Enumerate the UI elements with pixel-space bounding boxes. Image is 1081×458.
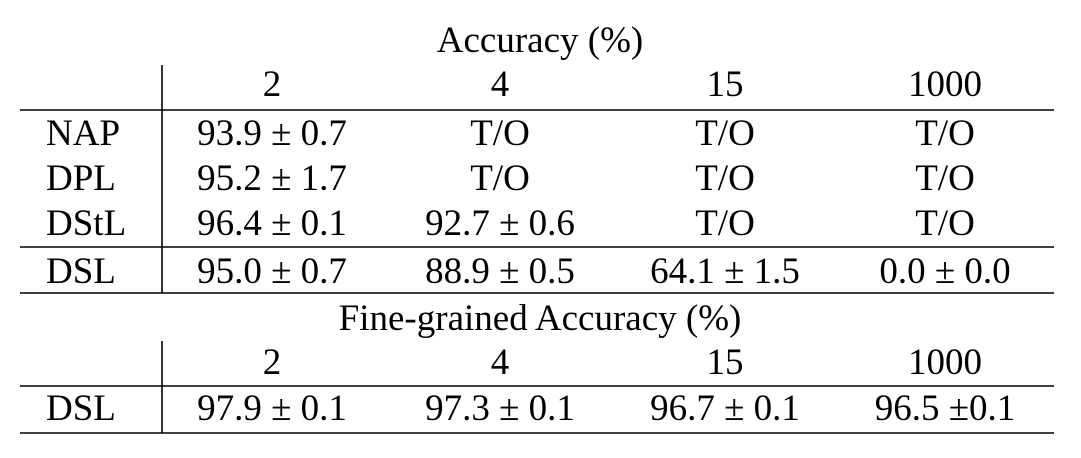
cell: T/O (695, 113, 755, 154)
cell: T/O (915, 113, 975, 154)
row-label: DPL (46, 158, 116, 199)
column-header: 2 (263, 342, 282, 383)
cell: T/O (915, 203, 975, 244)
cell: T/O (915, 158, 975, 199)
row-label: DStL (46, 203, 126, 244)
cell: T/O (470, 158, 530, 199)
cell: 93.9 ± 0.7 (197, 113, 347, 154)
column-header: 1000 (908, 342, 982, 383)
cell: T/O (695, 158, 755, 199)
cell: 95.2 ± 1.7 (197, 158, 347, 199)
cell: 95.0 ± 0.7 (197, 251, 347, 292)
cell: 64.1 ± 1.5 (650, 251, 800, 292)
column-header: 15 (707, 64, 744, 105)
column-header: 2 (263, 64, 282, 105)
cell: 88.9 ± 0.5 (425, 251, 575, 292)
cell: 97.3 ± 0.1 (425, 388, 575, 429)
section-title: Accuracy (%) (437, 20, 643, 61)
column-header: 4 (491, 64, 510, 105)
row-label: DSL (46, 251, 116, 292)
cell: T/O (695, 203, 755, 244)
cell: T/O (470, 113, 530, 154)
section-title: Fine-grained Accuracy (%) (339, 298, 742, 339)
column-header: 4 (491, 342, 510, 383)
cell: 97.9 ± 0.1 (197, 388, 347, 429)
cell: 0.0 ± 0.0 (879, 251, 1010, 292)
column-header: 15 (707, 342, 744, 383)
cell: 92.7 ± 0.6 (425, 203, 575, 244)
column-header: 1000 (908, 64, 982, 105)
cell: 96.5 ±0.1 (875, 388, 1016, 429)
cell: 96.7 ± 0.1 (650, 388, 800, 429)
row-label: DSL (46, 388, 116, 429)
cell: 96.4 ± 0.1 (197, 203, 347, 244)
row-label: NAP (46, 113, 120, 154)
